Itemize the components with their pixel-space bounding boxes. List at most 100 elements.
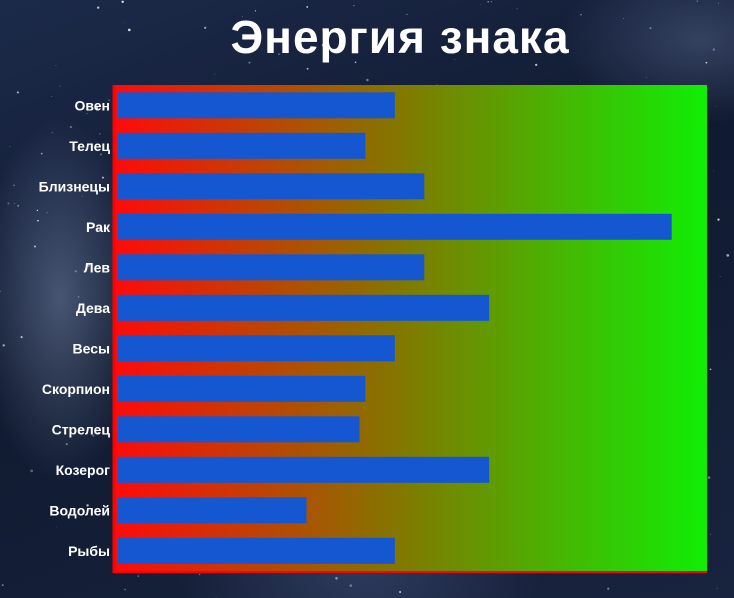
bar-7 <box>118 375 366 402</box>
star <box>51 96 53 97</box>
star <box>696 0 698 2</box>
star <box>86 112 88 115</box>
star <box>215 596 217 598</box>
star <box>254 10 257 12</box>
star <box>87 185 89 187</box>
star <box>30 469 34 473</box>
plot-area-background <box>113 85 707 573</box>
star <box>306 5 309 8</box>
star <box>97 431 100 434</box>
star <box>487 0 490 3</box>
star <box>82 195 84 197</box>
star <box>46 212 48 214</box>
star <box>7 202 10 205</box>
star <box>123 22 125 23</box>
star <box>714 105 716 107</box>
bar-5 <box>118 294 490 321</box>
star <box>579 81 581 83</box>
star <box>726 254 730 257</box>
star <box>37 219 39 222</box>
bars-group <box>118 92 672 564</box>
bar-0 <box>118 92 395 119</box>
category-labels-group: Овен Телец Близнецы Рак Лев Дева Весы Скорпион С… <box>39 97 111 559</box>
star <box>0 290 1 293</box>
category-label-9: Козерог <box>56 462 111 478</box>
star <box>399 591 402 593</box>
category-label-1: Телец <box>69 138 110 154</box>
star <box>106 346 109 349</box>
category-label-11: Рыбы <box>68 543 110 559</box>
star <box>479 4 481 5</box>
star <box>90 473 94 476</box>
star <box>406 13 408 16</box>
star <box>121 0 124 4</box>
star <box>214 73 216 75</box>
star <box>56 526 57 528</box>
star <box>718 2 720 4</box>
star <box>454 59 456 60</box>
star <box>607 587 610 590</box>
star <box>306 67 309 70</box>
star <box>1 584 4 587</box>
star <box>516 8 518 10</box>
star <box>278 53 280 55</box>
star <box>99 133 101 135</box>
star <box>623 18 625 19</box>
star <box>204 26 207 29</box>
category-label-8: Стрелец <box>52 421 111 437</box>
star <box>95 107 99 110</box>
star <box>87 264 90 267</box>
star <box>137 575 139 577</box>
star <box>98 228 101 231</box>
star <box>707 476 711 479</box>
star <box>710 533 712 535</box>
category-label-5: Дева <box>76 300 110 316</box>
star <box>353 5 355 7</box>
star <box>709 368 712 371</box>
bar-8 <box>118 416 360 443</box>
star <box>77 296 80 298</box>
star <box>99 153 102 156</box>
bar-1 <box>118 132 366 159</box>
star <box>92 434 95 437</box>
star <box>716 587 718 589</box>
star <box>719 275 721 277</box>
bar-10 <box>118 497 307 524</box>
star <box>33 245 37 248</box>
star <box>74 270 77 273</box>
star <box>649 27 652 30</box>
bar-11 <box>118 537 395 564</box>
category-label-6: Весы <box>73 340 110 356</box>
star <box>713 170 715 172</box>
chart-title: Энергия знака <box>230 11 570 63</box>
bar-9 <box>118 456 490 483</box>
star <box>349 584 353 587</box>
star <box>457 50 459 53</box>
star <box>315 39 317 41</box>
star <box>86 504 89 507</box>
star <box>69 125 73 129</box>
star <box>20 336 23 339</box>
star <box>481 44 484 47</box>
star <box>16 91 19 94</box>
category-label-4: Лев <box>84 259 111 275</box>
star <box>705 61 708 64</box>
star <box>490 1 492 3</box>
star <box>40 152 43 155</box>
star <box>17 204 20 207</box>
bar-3 <box>118 213 672 240</box>
star <box>97 6 100 9</box>
star <box>242 16 244 17</box>
star <box>580 13 582 16</box>
star <box>535 63 538 67</box>
star <box>335 577 338 580</box>
star <box>354 61 357 64</box>
category-label-3: Рак <box>86 219 111 235</box>
star <box>646 76 648 78</box>
star <box>59 85 61 87</box>
star <box>108 99 110 101</box>
star <box>2 344 5 347</box>
category-label-2: Близнецы <box>39 178 110 194</box>
star <box>101 176 104 179</box>
